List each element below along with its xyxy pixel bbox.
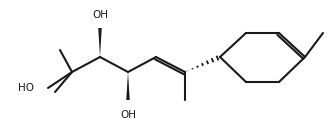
- Polygon shape: [98, 28, 102, 57]
- Text: OH: OH: [120, 110, 136, 120]
- Text: HO: HO: [18, 83, 34, 93]
- Text: OH: OH: [92, 10, 108, 20]
- Polygon shape: [126, 72, 130, 100]
